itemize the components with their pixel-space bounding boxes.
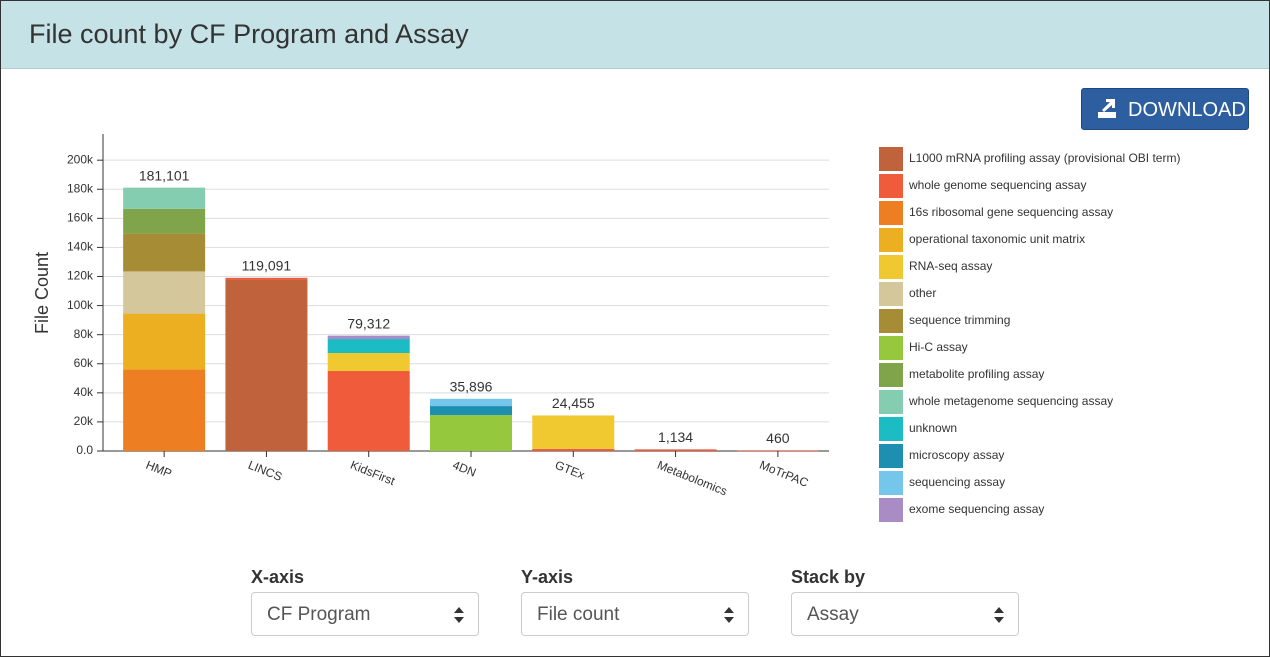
legend-label: other <box>909 286 936 300</box>
legend-label: whole metagenome sequencing assay <box>908 394 1113 408</box>
bar-segment <box>225 279 308 451</box>
legend-label: unknown <box>909 421 957 435</box>
legend-label: whole genome sequencing assay <box>908 178 1086 192</box>
header: File count by CF Program and Assay <box>1 1 1269 69</box>
legend-label: Hi-C assay <box>909 340 968 354</box>
y-tick-label: 40k <box>74 385 94 399</box>
button-label: DOWNLOAD <box>1128 99 1246 121</box>
chart: File Count 0.0 20k 40k 60k 80k 100k 120k 140k 16… <box>32 134 1180 522</box>
bar-segment <box>532 415 615 449</box>
legend-swatch <box>879 471 903 495</box>
y-axis-label: File Count <box>32 252 52 334</box>
legend-swatch <box>879 363 903 387</box>
bar-segment <box>327 371 410 451</box>
control-label: Stack by <box>791 567 866 587</box>
bar-segment <box>327 335 410 340</box>
bar-segment <box>430 398 512 407</box>
bar-segment <box>327 352 410 372</box>
control-label: X-axis <box>251 567 305 587</box>
legend-swatch <box>879 390 903 414</box>
select[interactable]: CF Program <box>251 592 479 636</box>
legend-swatch <box>879 255 903 279</box>
legend-swatch <box>879 444 903 468</box>
y-tick-label: 20k <box>74 414 94 428</box>
total-label: 460 <box>766 430 790 446</box>
legend-label: sequencing assay <box>909 475 1005 489</box>
legend-label: L1000 mRNA profiling assay (provisional … <box>909 151 1180 165</box>
x-tick-label: Metabolomics <box>655 458 729 499</box>
select-arrows <box>454 607 464 623</box>
legend-swatch <box>879 147 903 171</box>
select[interactable]: Assay <box>791 592 1019 636</box>
bar-segment <box>327 339 410 353</box>
bar-segment <box>430 415 512 451</box>
legend-swatch <box>879 228 903 252</box>
x-tick-label: HMP <box>144 458 174 481</box>
total-label: 1,134 <box>658 429 693 445</box>
select-value: Assay <box>807 604 859 625</box>
select-value: File count <box>537 604 620 625</box>
title: File count by CF Program and Assay <box>29 19 469 49</box>
legend-label: metabolite profiling assay <box>909 367 1044 381</box>
select-arrows <box>994 607 1004 623</box>
legend-swatch <box>879 498 903 522</box>
legend-swatch <box>879 309 903 333</box>
bar-segment <box>532 448 615 451</box>
y-tick-label: 100k <box>67 298 94 312</box>
select-arrows <box>724 607 734 623</box>
x-tick-label: GTEx <box>553 458 587 482</box>
download-button[interactable]: DOWNLOAD <box>1081 88 1249 130</box>
download-icon <box>1098 99 1116 118</box>
legend-label: microscopy assay <box>909 448 1004 462</box>
legend-swatch <box>879 174 903 198</box>
y-tick-label: 160k <box>67 211 94 225</box>
bar-segment <box>123 208 206 234</box>
y-tick-label: 200k <box>67 152 94 166</box>
total-label: 119,091 <box>242 258 292 274</box>
legend-label: exome sequencing assay <box>909 502 1044 516</box>
control-label: Y-axis <box>521 567 574 587</box>
total-label: 181,101 <box>139 167 190 183</box>
legend-swatch <box>879 282 903 306</box>
y-tick-label: 120k <box>67 269 94 283</box>
x-tick-label: KidsFirst <box>348 458 397 489</box>
legend-swatch <box>879 417 903 441</box>
x-tick-label: LINCS <box>246 458 284 484</box>
select-value: CF Program <box>267 604 371 625</box>
bar-segment <box>123 187 206 209</box>
legend-label: RNA-seq assay <box>909 259 992 273</box>
bar-segment <box>123 233 206 272</box>
y-tick-label: 0.0 <box>76 443 93 457</box>
bar-segment <box>225 277 308 280</box>
total-label: 79,312 <box>347 315 390 331</box>
bar-segment <box>634 449 717 451</box>
bar-segment <box>736 450 819 452</box>
bar-segment <box>123 313 206 370</box>
total-label: 35,896 <box>450 379 493 395</box>
bar-segment <box>123 271 206 314</box>
legend-label: 16s ribosomal gene sequencing assay <box>909 205 1113 219</box>
bar-segment <box>430 406 512 416</box>
legend-label: operational taxonomic unit matrix <box>909 232 1085 246</box>
y-tick-label: 180k <box>67 181 94 195</box>
legend-swatch <box>879 201 903 225</box>
x-tick-label: MoTrPAC <box>758 458 811 490</box>
legend-label: sequence trimming <box>909 313 1010 327</box>
total-label: 24,455 <box>552 395 595 411</box>
y-tick-label: 80k <box>74 327 94 341</box>
y-tick-label: 60k <box>74 356 94 370</box>
select[interactable]: File count <box>521 592 749 636</box>
y-tick-label: 140k <box>67 240 94 254</box>
legend-swatch <box>879 336 903 360</box>
bar-segment <box>123 369 206 451</box>
x-tick-label: 4DN <box>451 458 479 480</box>
